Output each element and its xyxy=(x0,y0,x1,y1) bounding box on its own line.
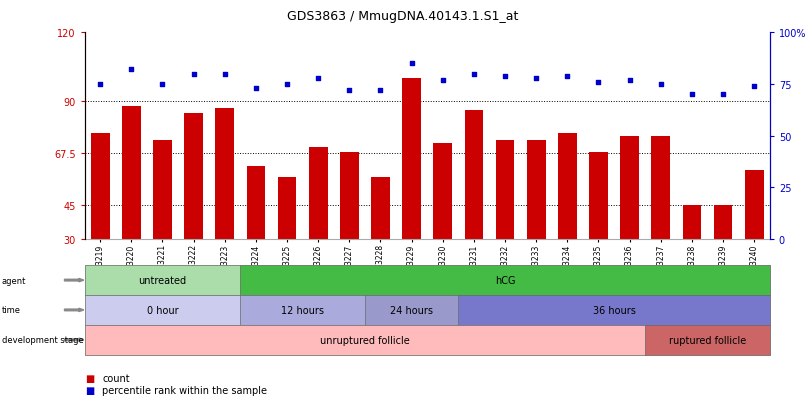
Point xyxy=(125,67,138,74)
Bar xyxy=(215,109,234,309)
Point xyxy=(499,73,512,80)
Point xyxy=(93,81,106,88)
Bar xyxy=(153,141,172,309)
Point xyxy=(374,88,387,94)
Text: ruptured follicle: ruptured follicle xyxy=(669,335,746,345)
Point xyxy=(685,92,698,98)
Bar xyxy=(527,141,546,309)
Text: percentile rank within the sample: percentile rank within the sample xyxy=(102,385,268,395)
Bar xyxy=(621,136,639,309)
Text: 12 hours: 12 hours xyxy=(281,305,324,315)
Bar xyxy=(278,178,297,309)
Bar xyxy=(745,171,763,309)
Bar xyxy=(247,166,265,309)
Text: 36 hours: 36 hours xyxy=(592,305,635,315)
Point xyxy=(592,79,604,86)
Text: 24 hours: 24 hours xyxy=(390,305,433,315)
Bar xyxy=(651,136,670,309)
Bar xyxy=(713,205,733,309)
Text: ■: ■ xyxy=(85,373,93,383)
Point xyxy=(467,71,480,78)
Point xyxy=(187,71,200,78)
Bar xyxy=(558,134,576,309)
Bar xyxy=(683,205,701,309)
Text: untreated: untreated xyxy=(139,275,186,285)
Point xyxy=(717,92,729,98)
Bar xyxy=(185,113,203,309)
Text: unruptured follicle: unruptured follicle xyxy=(320,335,409,345)
Bar xyxy=(122,107,141,309)
Bar xyxy=(434,143,452,309)
Point xyxy=(623,77,636,84)
Bar xyxy=(309,148,327,309)
Text: hCG: hCG xyxy=(495,275,515,285)
Text: count: count xyxy=(102,373,130,383)
Point xyxy=(436,77,449,84)
Text: ■: ■ xyxy=(85,385,93,395)
Text: GDS3863 / MmugDNA.40143.1.S1_at: GDS3863 / MmugDNA.40143.1.S1_at xyxy=(287,10,519,23)
Bar xyxy=(91,134,110,309)
Point xyxy=(280,81,293,88)
Point xyxy=(218,71,231,78)
Point xyxy=(343,88,355,94)
Point xyxy=(748,83,761,90)
Text: development stage: development stage xyxy=(2,335,83,344)
Text: 0 hour: 0 hour xyxy=(147,305,178,315)
Bar xyxy=(464,111,484,309)
Point xyxy=(405,61,418,67)
Point xyxy=(530,75,542,82)
Bar xyxy=(589,152,608,309)
Bar xyxy=(371,178,390,309)
Point xyxy=(654,81,667,88)
Bar xyxy=(402,79,421,309)
Point xyxy=(312,75,325,82)
Bar xyxy=(496,141,514,309)
Point xyxy=(561,73,574,80)
Point xyxy=(156,81,169,88)
Text: agent: agent xyxy=(2,276,26,285)
Bar xyxy=(340,152,359,309)
Point xyxy=(250,85,263,92)
Text: time: time xyxy=(2,306,21,315)
